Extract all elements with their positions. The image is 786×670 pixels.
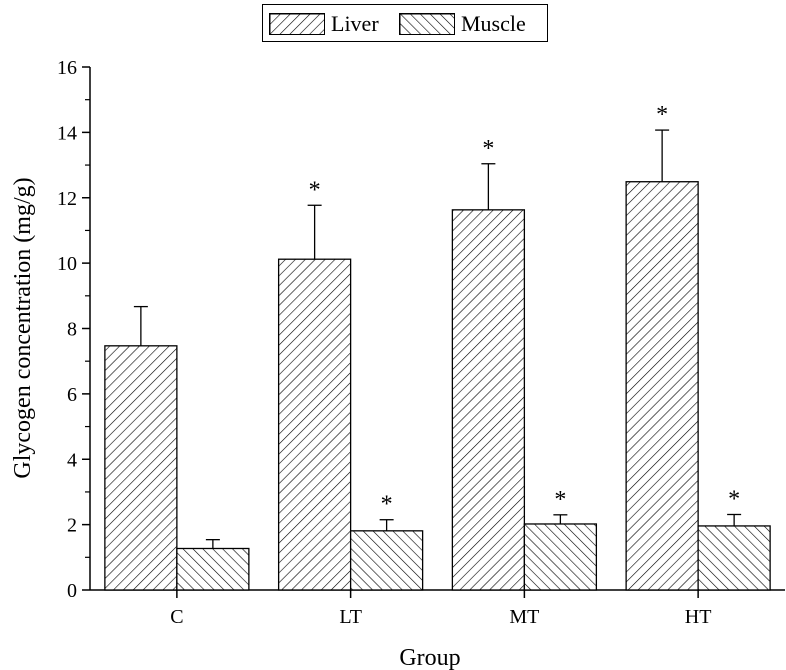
y-tick-label: 6: [67, 384, 77, 406]
y-tick-label: 10: [57, 253, 77, 275]
legend-swatch-muscle: [399, 13, 455, 35]
x-tick-label: HT: [685, 606, 712, 628]
significance-marker-liver: *: [309, 177, 321, 203]
legend: Liver Muscle: [262, 4, 548, 42]
bar-liver: [277, 258, 352, 591]
bar-muscle: [349, 530, 424, 591]
y-tick-label: 4: [67, 449, 77, 471]
x-tick-label: C: [170, 606, 183, 628]
y-tick-label: 16: [57, 57, 77, 79]
significance-marker-muscle: *: [381, 492, 393, 518]
bar-muscle: [176, 547, 250, 591]
significance-marker-muscle: *: [728, 486, 740, 512]
significance-marker-liver: *: [482, 136, 494, 162]
y-tick-label: 12: [57, 188, 77, 210]
y-tick-label: 2: [67, 515, 77, 537]
bar-liver: [451, 209, 526, 591]
y-axis-title: Glycogen concentration (mg/g): [10, 177, 36, 478]
significance-marker-muscle: *: [554, 487, 566, 513]
legend-swatch-liver: [269, 13, 325, 35]
significance-marker-liver: *: [656, 102, 668, 128]
y-tick-label: 8: [67, 319, 77, 341]
bar-liver: [104, 345, 178, 591]
bar-muscle: [697, 525, 771, 591]
x-axis-title: Group: [399, 645, 460, 670]
legend-label-liver: Liver: [331, 11, 379, 36]
x-tick-label: MT: [509, 606, 539, 628]
bar-liver: [625, 181, 699, 591]
y-tick-label: 0: [67, 580, 77, 602]
x-tick-label: LT: [339, 606, 362, 628]
legend-label-muscle: Muscle: [461, 11, 526, 36]
bar-muscle: [523, 523, 598, 591]
y-tick-label: 14: [57, 122, 77, 144]
legend-entry-muscle: Muscle: [399, 12, 526, 36]
legend-entry-liver: Liver: [269, 12, 379, 36]
